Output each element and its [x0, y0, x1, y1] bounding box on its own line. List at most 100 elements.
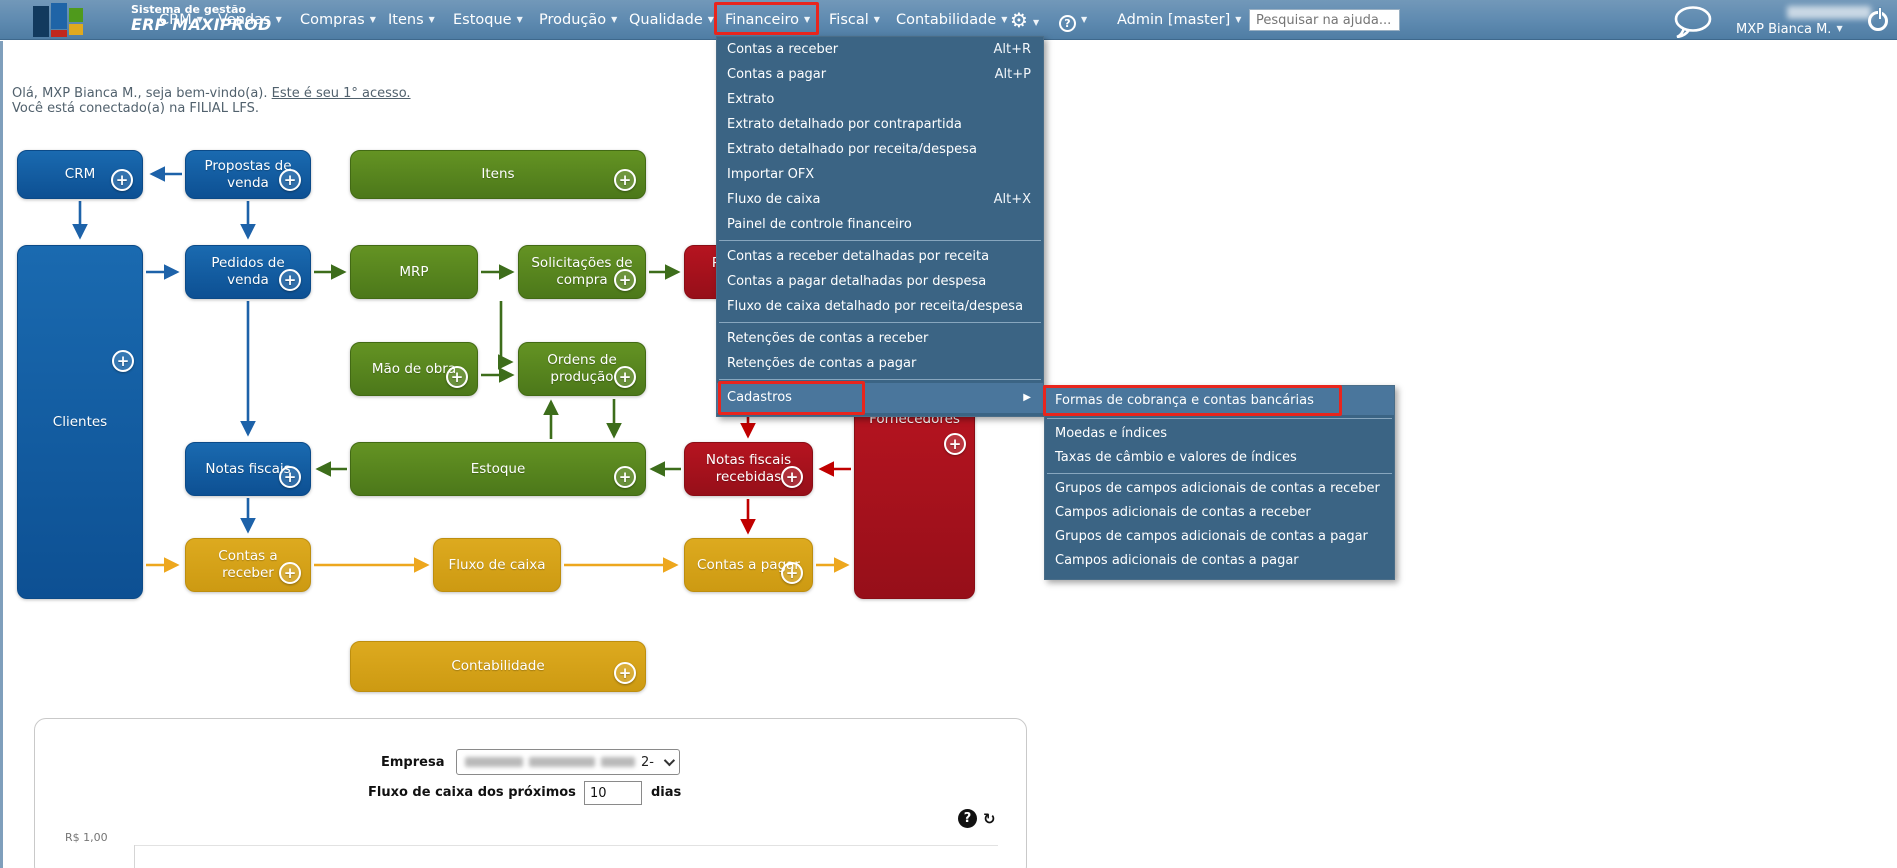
menu-item-car-detalhadas-receita[interactable]: Contas a receber detalhadas por receita — [727, 249, 990, 264]
flow-node-mrp[interactable]: MRP — [350, 245, 478, 299]
nav-qualidade[interactable]: Qualidade ▼ — [629, 12, 714, 28]
plus-icon[interactable]: + — [614, 662, 636, 684]
chevron-down-icon: ▼ — [804, 15, 811, 24]
first-access-link[interactable]: Este é seu 1° acesso. — [271, 86, 411, 101]
menu-item-fluxo-detalhado[interactable]: Fluxo de caixa detalhado por receita/des… — [727, 299, 1024, 314]
flow-node-contabilidade[interactable]: Contabilidade + — [350, 641, 646, 692]
redacted-company-name — [1787, 6, 1871, 19]
cadastros-submenu: Formas de cobrança e contas bancárias Mo… — [1044, 385, 1395, 580]
help-search-input[interactable] — [1249, 9, 1400, 31]
menu-item-contas-a-pagar[interactable]: Contas a pagar Alt+P — [717, 62, 1043, 87]
plus-icon[interactable]: + — [614, 466, 636, 488]
empresa-select[interactable]: 2- — [456, 749, 680, 775]
nav-crm[interactable]: CRM ▼ — [159, 12, 203, 28]
flow-node-ordens-de-producao[interactable]: Ordens de produção + — [518, 342, 646, 396]
nav-contabilidade[interactable]: Contabilidade ▼ — [896, 12, 1008, 28]
menu-item-painel-controle-financeiro[interactable]: Painel de controle financeiro — [727, 217, 912, 232]
plus-icon[interactable]: + — [614, 366, 636, 388]
nav-financeiro[interactable]: Financeiro ▼ — [725, 12, 811, 28]
flow-node-estoque[interactable]: Estoque + — [350, 442, 646, 496]
flow-node-pedidos-de-venda[interactable]: Pedidos de venda + — [185, 245, 311, 299]
plus-icon[interactable]: + — [279, 466, 301, 488]
flow-node-contas-a-receber[interactable]: Contas a receber + — [185, 538, 311, 592]
erp-maxiprod-logo-icon[interactable] — [33, 3, 95, 37]
menu-item-extrato-contrapartida[interactable]: Extrato detalhado por contrapartida — [727, 117, 962, 132]
nav-admin[interactable]: Admin [master] ▼ — [1117, 12, 1242, 28]
logo-title: ERP MAXIPROD — [131, 15, 272, 35]
menu-item-extrato-receita-despesa[interactable]: Extrato detalhado por receita/despesa — [727, 142, 977, 157]
chevron-down-icon — [663, 754, 676, 767]
menu-separator — [1047, 473, 1392, 474]
greeting-line1: Olá, MXP Bianca M., seja bem-vindo(a). — [12, 86, 268, 101]
menu-item-retencoes-pagar[interactable]: Retenções de contas a pagar — [727, 356, 917, 371]
nav-fiscal[interactable]: Fiscal ▼ — [829, 12, 880, 28]
power-icon — [1878, 7, 1882, 19]
help-icon[interactable]: ? — [958, 809, 977, 828]
menu-item-extrato[interactable]: Extrato — [727, 92, 775, 107]
submenu-item-grupos-campos-pagar[interactable]: Grupos de campos adicionais de contas a … — [1055, 529, 1368, 544]
menu-item-cap-detalhadas-despesa[interactable]: Contas a pagar detalhadas por despesa — [727, 274, 987, 289]
chevron-down-icon: ▼ — [428, 15, 435, 24]
plus-icon[interactable]: + — [112, 350, 134, 372]
submenu-item-campos-pagar[interactable]: Campos adicionais de contas a pagar — [1055, 553, 1299, 568]
menu-item-fluxo-de-caixa[interactable]: Fluxo de caixa Alt+X — [717, 187, 1043, 212]
flow-node-itens[interactable]: Itens + — [350, 150, 646, 199]
current-user[interactable]: MXP Bianca M. ▼ — [1736, 22, 1843, 37]
plus-icon[interactable]: + — [614, 169, 636, 191]
plus-icon[interactable]: + — [279, 169, 301, 191]
nav-producao[interactable]: Produção ▼ — [539, 12, 618, 28]
flow-node-mao-de-obra[interactable]: Mão de obra + — [350, 342, 478, 396]
content-left-edge — [0, 41, 3, 868]
flow-node-solicitacoes-de-compra[interactable]: Solicitações de compra + — [518, 245, 646, 299]
app-logo[interactable]: Sistema de gestão ERP MAXIPROD — [131, 3, 272, 35]
settings-menu[interactable]: ⚙ ▼ — [1010, 0, 1039, 40]
shortcut-label: Alt+P — [994, 67, 1031, 82]
help-menu[interactable]: ? ▼ — [1059, 0, 1087, 40]
flow-node-clientes[interactable]: Clientes + — [17, 245, 143, 599]
flow-node-contas-a-pagar[interactable]: Contas a pagar + — [684, 538, 813, 592]
chart-axis-label: R$ 1,00 — [65, 831, 108, 844]
refresh-icon[interactable]: ↻ — [983, 810, 996, 828]
plus-icon[interactable]: + — [279, 562, 301, 584]
menu-separator — [719, 240, 1041, 241]
flow-node-fluxo-de-caixa[interactable]: Fluxo de caixa — [433, 538, 561, 592]
plus-icon[interactable]: + — [279, 269, 301, 291]
menu-item-importar-ofx[interactable]: Importar OFX — [727, 167, 815, 182]
flow-node-crm[interactable]: CRM + — [17, 150, 143, 199]
chevron-down-icon: ▼ — [196, 15, 203, 24]
flow-node-notas-fiscais-recebidas[interactable]: Notas fiscais recebidas + — [684, 442, 813, 496]
flow-node-propostas-de-venda[interactable]: Propostas de venda + — [185, 150, 311, 199]
menu-item-cadastros[interactable]: Cadastros ▶ — [717, 383, 1043, 413]
plus-icon[interactable]: + — [781, 466, 803, 488]
logout-button[interactable] — [1868, 7, 1892, 33]
nav-estoque[interactable]: Estoque ▼ — [453, 12, 523, 28]
plus-icon[interactable]: + — [446, 366, 468, 388]
chart-y-axis — [134, 845, 135, 868]
submenu-item-grupos-campos-receber[interactable]: Grupos de campos adicionais de contas a … — [1055, 481, 1380, 496]
gear-icon: ⚙ — [1010, 8, 1028, 32]
chat-icon[interactable] — [1672, 6, 1714, 42]
menu-item-contas-a-receber[interactable]: Contas a receber Alt+R — [717, 37, 1043, 62]
chart-gridline — [134, 845, 998, 846]
chevron-down-icon: ▼ — [369, 15, 376, 24]
flow-node-fornecedores[interactable]: Fornecedores + — [854, 400, 975, 599]
submenu-item-taxas-de-cambio[interactable]: Taxas de câmbio e valores de índices — [1055, 450, 1297, 465]
menu-item-retencoes-receber[interactable]: Retenções de contas a receber — [727, 331, 929, 346]
chevron-down-icon: ▼ — [1836, 24, 1843, 33]
plus-icon[interactable]: + — [614, 269, 636, 291]
nav-vendas[interactable]: Vendas ▼ — [218, 12, 282, 28]
nav-compras[interactable]: Compras ▼ — [300, 12, 376, 28]
submenu-item-formas-de-cobranca[interactable]: Formas de cobrança e contas bancárias — [1045, 386, 1394, 415]
chevron-down-icon: ▼ — [1032, 18, 1040, 27]
flow-node-notas-fiscais[interactable]: Notas fiscais + — [185, 442, 311, 496]
redacted-company-text — [529, 757, 595, 767]
chevron-down-icon: ▼ — [1001, 15, 1008, 24]
plus-icon[interactable]: + — [111, 169, 133, 191]
plus-icon[interactable]: + — [781, 562, 803, 584]
fluxo-dias-input[interactable] — [584, 781, 642, 805]
plus-icon[interactable]: + — [944, 433, 966, 455]
submenu-item-campos-receber[interactable]: Campos adicionais de contas a receber — [1055, 505, 1311, 520]
submenu-item-moedas-e-indices[interactable]: Moedas e índices — [1055, 426, 1168, 441]
nav-itens[interactable]: Itens ▼ — [388, 12, 435, 28]
